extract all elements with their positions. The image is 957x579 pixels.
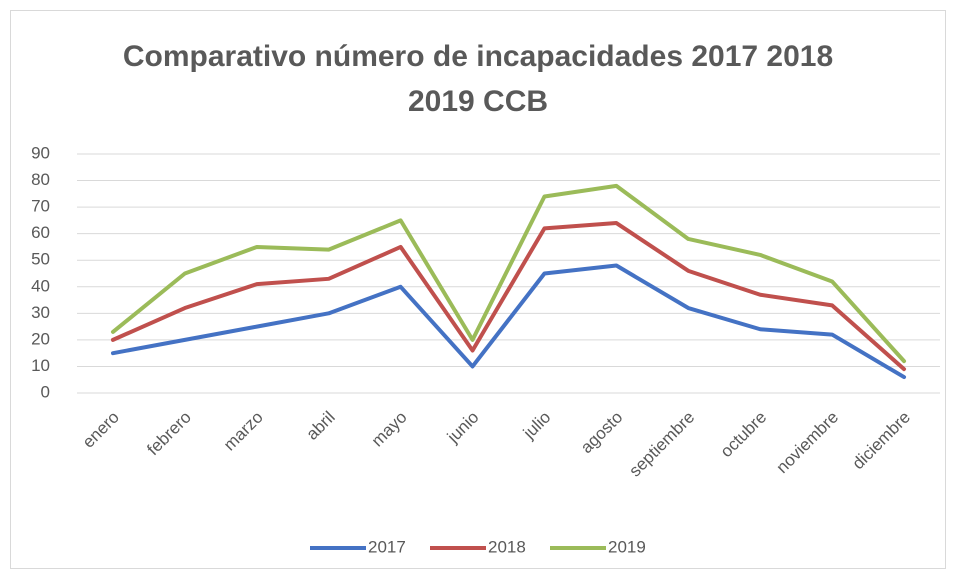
x-tick-label: septiembre: [625, 408, 698, 481]
y-tick-label: 70: [31, 197, 50, 216]
y-tick-label: 60: [31, 223, 50, 242]
x-tick-label: noviembre: [773, 408, 843, 478]
line-series: [110, 263, 907, 380]
y-tick-label: 20: [31, 329, 50, 348]
x-tick-label: febrero: [143, 408, 195, 460]
x-tick-label: julio: [519, 408, 555, 444]
x-tick-label: agosto: [577, 408, 627, 458]
legend-label: 2017: [368, 537, 406, 556]
x-tick-label: marzo: [220, 408, 267, 455]
x-tick-label: octubre: [717, 408, 771, 462]
y-tick-label: 40: [31, 276, 50, 295]
legend-label: 2019: [608, 537, 646, 556]
y-tick-label: 80: [31, 170, 50, 189]
line-series: [110, 183, 907, 364]
chart-border: [10, 10, 946, 569]
y-tick-label: 90: [31, 143, 50, 162]
y-tick-label: 0: [41, 382, 50, 401]
x-tick-label: junio: [443, 408, 483, 448]
x-tick-label: abril: [303, 408, 339, 444]
y-tick-label: 50: [31, 250, 50, 269]
x-tick-label: diciembre: [848, 408, 914, 474]
y-tick-label: 10: [31, 356, 50, 375]
x-tick-label: enero: [79, 408, 123, 452]
y-tick-label: 30: [31, 303, 50, 322]
line-series: [110, 221, 907, 372]
x-tick-label: mayo: [368, 408, 411, 451]
chart-title: Comparativo número de incapacidades 2017…: [122, 40, 834, 118]
legend-label: 2018: [488, 537, 526, 556]
